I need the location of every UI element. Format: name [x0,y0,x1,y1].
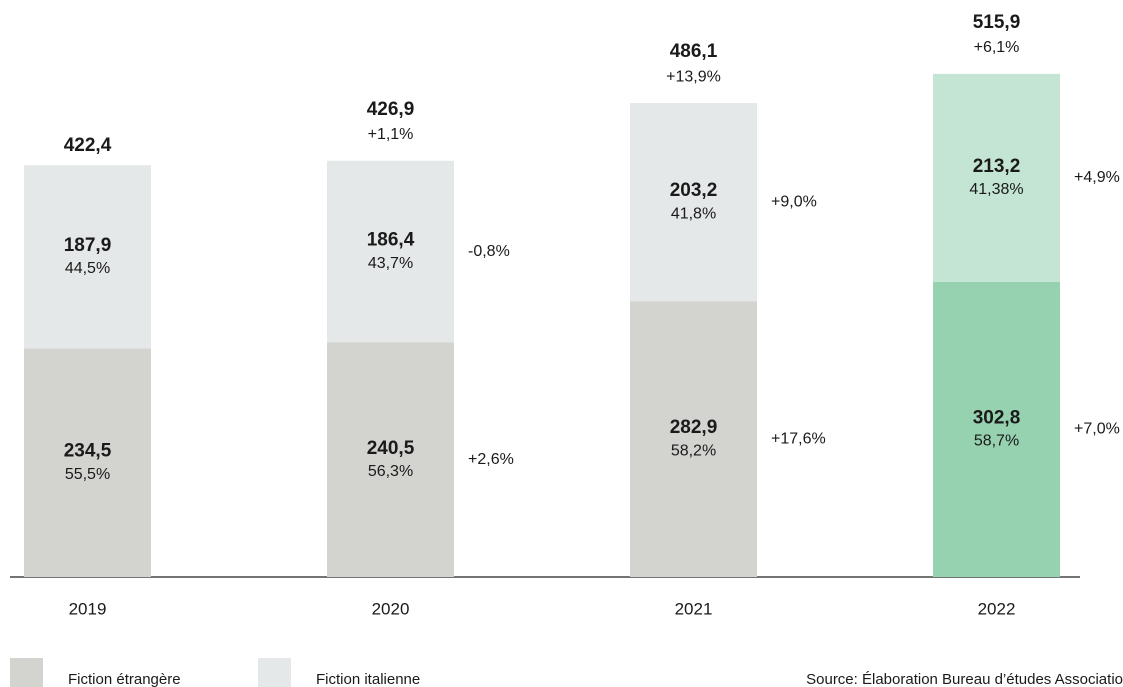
share-label: 41,8% [671,205,716,222]
x-tick-label: 2020 [372,599,410,618]
total-growth-label: +1,1% [368,126,414,143]
total-growth-label: +13,9% [666,68,721,85]
bar-segment [933,73,1060,282]
total-label: 515,9 [973,12,1021,33]
value-label: 187,9 [64,235,112,256]
legend-swatch [10,658,43,687]
x-tick-label: 2022 [978,599,1016,618]
value-label: 282,9 [670,417,718,438]
legend-label: Fiction italienne [316,671,420,687]
bar-segment [630,103,757,302]
bar-segment [933,281,1060,577]
bar-segment [630,301,757,577]
value-label: 240,5 [367,438,415,459]
share-label: 43,7% [368,255,413,272]
share-label: 44,5% [65,260,110,277]
legend-label: Fiction étrangère [68,671,181,687]
total-label: 486,1 [670,41,718,62]
value-label: 302,8 [973,407,1021,428]
value-label: 234,5 [64,441,112,462]
growth-label: +9,0% [771,193,817,210]
share-label: 55,5% [65,466,110,483]
bar-segment [327,160,454,343]
legend-swatch [258,658,291,687]
share-label: 41,38% [969,181,1023,198]
source: Source: Élaboration Bureau d’études Asso… [806,671,1123,687]
total-growth-label: +6,1% [974,39,1020,56]
bar-segment [24,348,151,577]
growth-label: -0,8% [468,243,510,260]
total-label: 422,4 [64,135,112,156]
share-label: 58,7% [974,433,1019,450]
value-label: 186,4 [367,230,415,251]
bar-segment [24,165,151,349]
growth-label: +17,6% [771,430,826,447]
total-label: 426,9 [367,99,415,120]
growth-label: +7,0% [1074,421,1120,438]
growth-label: +4,9% [1074,169,1120,186]
growth-label: +2,6% [468,451,514,468]
share-label: 56,3% [368,463,413,480]
x-tick-label: 2021 [675,599,713,618]
x-tick-label: 2019 [69,599,107,618]
value-label: 213,2 [973,156,1021,177]
bar-segment [327,342,454,577]
value-label: 203,2 [670,180,718,201]
share-label: 58,2% [671,442,716,459]
